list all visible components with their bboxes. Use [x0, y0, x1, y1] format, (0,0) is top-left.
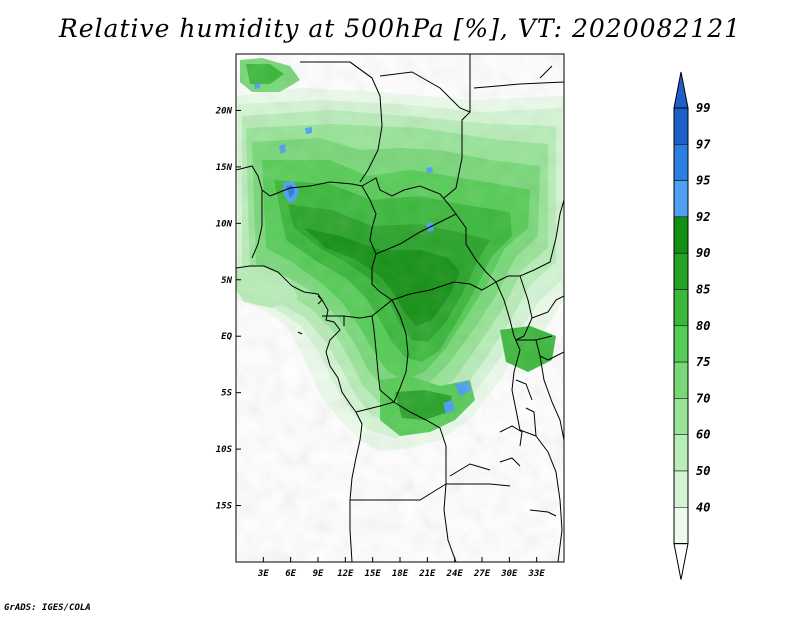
lat-tick-label: 15N [216, 163, 233, 173]
lon-tick-label: 12E [337, 569, 354, 579]
lon-tick-label: 30E [500, 569, 518, 579]
colorbar-segment [673, 470, 689, 508]
colorbar-segment [673, 252, 689, 290]
lat-tick-label: 20N [215, 106, 233, 116]
footer-credit: GrADS: IGES/COLA [4, 603, 91, 613]
colorbar-segment [673, 216, 689, 254]
colorbar-label: 50 [696, 464, 710, 478]
colorbar-segment [673, 180, 689, 218]
colorbar: 99 97 95 92 90 85 80 75 70 60 50 40 [673, 71, 711, 580]
lon-tick-label: 24E [446, 569, 464, 579]
colorbar-top-arrow [673, 71, 689, 109]
map-borders [236, 54, 564, 562]
colorbar-label: 40 [696, 500, 710, 514]
colorbar-label: 95 [696, 174, 710, 188]
lat-tick-label: 15S [216, 502, 233, 512]
colorbar-label: 92 [696, 210, 710, 224]
longitude-axis: 3E 6E 9E 12E 15E 18E 21E 24E 27E 30E 33E [257, 557, 545, 579]
lon-tick-label: 27E [473, 569, 491, 579]
lat-tick-label: 5N [221, 276, 232, 286]
lon-tick-label: 6E [285, 569, 296, 579]
lon-tick-label: 3E [257, 569, 269, 579]
colorbar-segment [673, 361, 689, 399]
colorbar-segment [673, 434, 689, 472]
colorbar-bottom-arrow [673, 543, 689, 580]
colorbar-label: 75 [696, 355, 710, 369]
lat-tick-label: 5S [221, 389, 232, 399]
humidity-field [236, 54, 564, 562]
lon-tick-label: 9E [313, 569, 324, 579]
colorbar-segment [673, 507, 689, 544]
colorbar-segment [673, 107, 689, 145]
lon-tick-label: 15E [365, 569, 382, 579]
latitude-axis: 20N 15N 10N 5N EQ 5S 10S 15S [215, 106, 241, 512]
colorbar-label: 70 [696, 391, 710, 405]
lon-tick-label: 21E [418, 569, 436, 579]
colorbar-segment [673, 289, 689, 327]
colorbar-segment [673, 325, 689, 363]
colorbar-outline [673, 107, 689, 545]
colorbar-label: 60 [696, 428, 710, 442]
map-title: Relative humidity at 500hPa [%], VT: 202… [58, 14, 742, 43]
lon-tick-label: 18E [392, 569, 409, 579]
colorbar-label: 97 [696, 137, 711, 151]
lat-tick-label: 10S [216, 445, 233, 455]
lon-tick-label: 33E [528, 569, 546, 579]
colorbar-segment [673, 398, 689, 435]
lat-tick-label: EQ [221, 332, 232, 342]
lat-tick-label: 10N [216, 219, 233, 229]
colorbar-label: 85 [696, 283, 710, 297]
colorbar-label: 90 [696, 246, 710, 260]
colorbar-label: 99 [696, 101, 710, 115]
colorbar-label: 80 [696, 319, 710, 333]
colorbar-segment [673, 144, 689, 181]
